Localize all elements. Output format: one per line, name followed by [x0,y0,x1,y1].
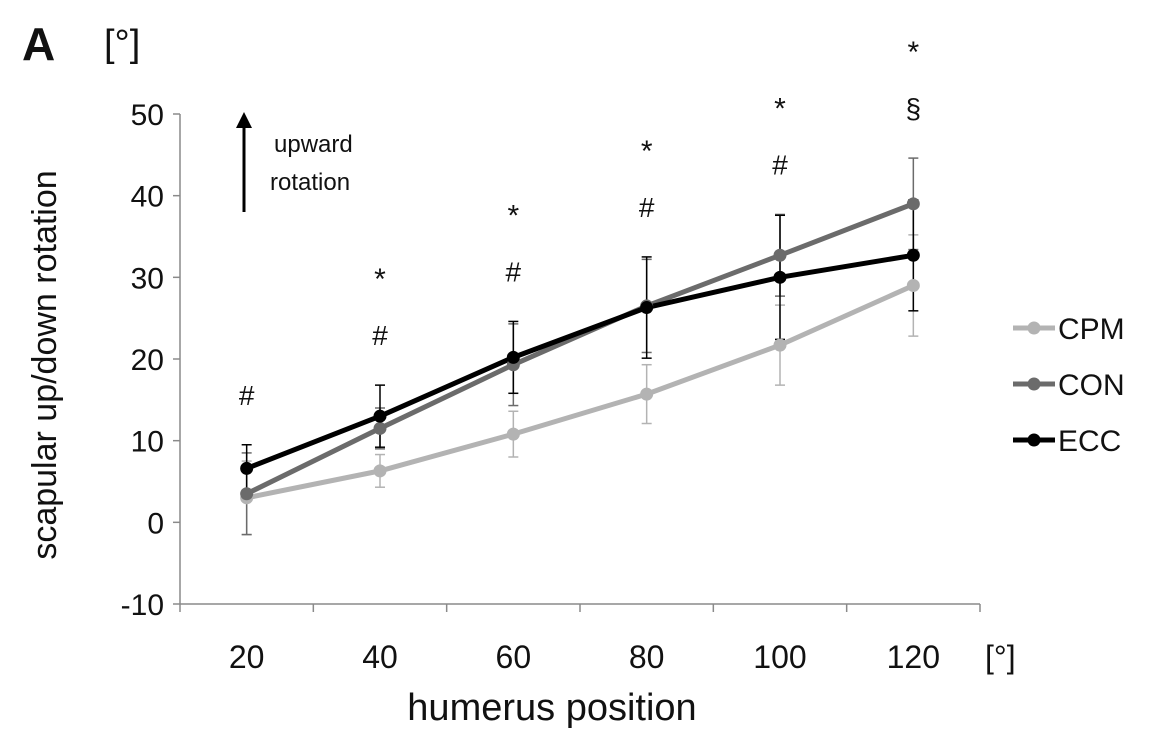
legend-swatch-dot-ecc [1027,433,1041,447]
ecc-data-point [906,248,920,262]
y-tick-label: 0 [147,507,164,540]
significance-marker: # [239,380,255,411]
y-tick-label: 50 [131,99,164,132]
significance-markers: # # * # * # * # * § * [239,36,921,411]
annotation: upward rotation [236,112,353,212]
y-tick-label: 10 [131,426,164,459]
y-axis-label: scapular up/down rotation [26,170,64,559]
panel-label: A [22,18,55,70]
y-tick-label: -10 [121,589,164,622]
cpm-data-point [773,338,787,352]
ecc-data-point [240,461,254,475]
legend-swatch-dot-con [1027,377,1041,391]
significance-marker: § [906,93,922,124]
series-lines [245,201,915,501]
con-data-point [373,421,387,435]
ecc-data-point [773,270,787,284]
x-axis-unit: [°] [985,639,1016,675]
annotation-line-2: rotation [270,169,350,196]
significance-marker: # [372,320,388,351]
x-tick-label: 40 [362,639,398,675]
annotation-line-1: upward [274,131,353,158]
cpm-data-point [906,279,920,292]
con-data-point [906,197,920,211]
significance-marker: # [772,149,788,180]
cpm-data-point [506,427,520,441]
significance-marker: * [641,135,653,168]
x-tick-label: 20 [229,639,265,675]
y-tick-label: 20 [131,344,164,377]
cpm-data-point [640,387,654,401]
con-data-point [240,487,254,501]
legend: CPM CON ECC [1013,313,1125,458]
significance-marker: # [506,256,522,287]
ecc-data-point [373,409,387,423]
y-axis-unit: [°] [104,23,140,65]
significance-marker: # [639,192,655,223]
con-series-line [245,201,915,496]
x-tick-label: 100 [753,639,806,675]
legend-swatch-dot-cpm [1027,321,1041,335]
x-axis-label: humerus position [407,687,696,729]
significance-marker: * [507,199,519,232]
x-tick-label: 60 [496,639,532,675]
x-tick-label: 80 [629,639,665,675]
y-tick-label: 30 [131,262,164,295]
axes: -10 0 10 20 30 40 50 20 40 60 80 100 120 [121,99,981,675]
legend-label-cpm: CPM [1058,313,1125,346]
ecc-data-point [640,301,654,315]
series-points [240,197,920,505]
significance-marker: * [907,36,919,69]
legend-label-ecc: ECC [1058,425,1121,458]
cpm-series-line [246,283,915,501]
upward-arrow-head [236,112,252,128]
legend-label-con: CON [1058,369,1125,402]
significance-marker: * [774,92,786,125]
con-data-point [773,248,787,262]
ecc-series-line [245,252,914,471]
x-tick-label: 120 [887,639,940,675]
cpm-data-point [373,464,387,478]
ecc-data-point [506,350,520,364]
y-tick-label: 40 [131,181,164,214]
significance-marker: * [374,263,386,296]
